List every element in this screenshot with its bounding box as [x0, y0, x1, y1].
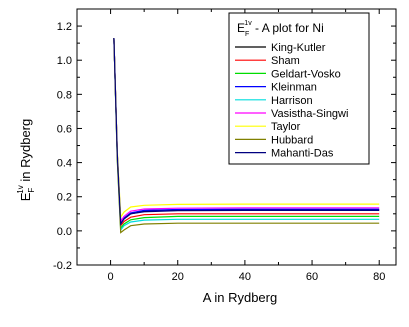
legend: EF 1v - A plot for Ni King-KutlerShamGeld…: [228, 12, 370, 165]
legend-title-rest: - A plot for Ni: [252, 21, 324, 35]
x-tick-label: 0: [108, 271, 114, 283]
legend-label: Vasistha-Singwi: [271, 108, 348, 120]
plot-frame: [76, 8, 397, 266]
y-tick-label: 1.2: [57, 21, 72, 33]
legend-title: EF 1v - A plot for Ni: [237, 20, 324, 38]
y-tick-label: -0.2: [53, 260, 72, 272]
x-axis-title: A in Rydberg: [203, 290, 277, 305]
y-tick-label: 1.0: [57, 55, 72, 67]
y-tick-label: 0.8: [57, 89, 72, 101]
y-tick-label: 0.0: [57, 226, 72, 238]
legend-title-sup: 1v: [244, 20, 252, 27]
y-axis-title-main: E: [18, 192, 33, 201]
x-tick-label: 80: [373, 271, 385, 283]
y-axis-ticks: -0.2 0.0 0.2 0.4 0.6 0.8 1.0 1.2: [53, 21, 396, 272]
legend-label: King-Kutler: [271, 42, 326, 54]
legend-title-sub: F: [245, 31, 249, 38]
y-tick-label: 0.2: [57, 192, 72, 204]
legend-label: Sham: [271, 55, 300, 67]
legend-title-main: E: [237, 21, 245, 35]
series-layer: [113, 37, 380, 234]
y-axis-title-sub: F: [27, 188, 36, 193]
y-axis-title-sup: 1v: [16, 185, 25, 193]
x-tick-label: 60: [306, 271, 318, 283]
legend-label: Taylor: [271, 121, 301, 133]
y-axis-title: EF1v in Rydberg: [16, 119, 36, 202]
legend-label: Kleinman: [271, 82, 317, 94]
x-tick-label: 40: [239, 271, 251, 283]
legend-label: Mahanti-Das: [271, 148, 334, 160]
y-tick-label: 0.4: [57, 158, 72, 170]
series-line-mahanti-das: [113, 37, 380, 226]
x-tick-label: 20: [172, 271, 184, 283]
legend-label: Geldart-Vosko: [271, 68, 341, 80]
y-tick-label: 0.6: [57, 123, 72, 135]
legend-label: Harrison: [271, 95, 313, 107]
y-axis-title-rest: in Rydberg: [18, 119, 33, 185]
svg-text:EF1v in Rydberg: EF1v in Rydberg: [16, 119, 36, 202]
x-axis-ticks: 0 20 40 60 80: [108, 9, 385, 283]
legend-label: Hubbard: [271, 134, 313, 146]
